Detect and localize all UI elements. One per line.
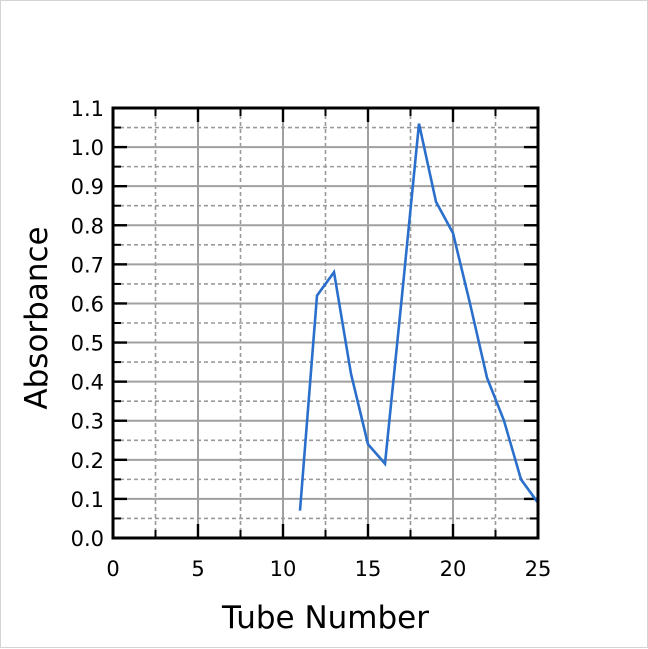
- x-tick-label: 0: [106, 557, 119, 581]
- y-tick-label: 0.5: [71, 332, 104, 356]
- series-line-0: [298, 123, 540, 511]
- y-tick-label: 1.0: [71, 136, 104, 160]
- grid-lines: [113, 108, 538, 538]
- x-tick-labels: 0 5 10 15 20 25: [106, 557, 551, 581]
- series-layer: [298, 123, 540, 511]
- y-tick-label: 0.3: [71, 410, 104, 434]
- y-tick-label: 0.2: [71, 449, 104, 473]
- y-tick-labels: 0.0 0.1 0.2 0.3 0.4 0.5 0.6 0.7 0.8 0.9 1.0 1.1: [71, 97, 104, 551]
- y-tick-label: 0.7: [71, 253, 104, 277]
- y-tick-label: 0.9: [71, 175, 104, 199]
- x-tick-label: 15: [355, 557, 382, 581]
- plot-area-border: [111, 106, 540, 540]
- y-tick-label: 0.0: [71, 527, 104, 551]
- y-tick-label: 0.8: [71, 214, 104, 238]
- y-tick-label: 1.1: [71, 97, 104, 121]
- x-axis-label: Tube Number: [221, 600, 429, 636]
- y-tick-label: 0.6: [71, 292, 104, 316]
- x-tick-label: 25: [525, 557, 552, 581]
- y-tick-label: 0.1: [71, 488, 104, 512]
- x-tick-label: 10: [270, 557, 297, 581]
- y-tick-label: 0.4: [71, 371, 104, 395]
- x-tick-label: 5: [191, 557, 204, 581]
- x-tick-label: 20: [440, 557, 467, 581]
- y-axis-label: Absorbance: [19, 226, 55, 409]
